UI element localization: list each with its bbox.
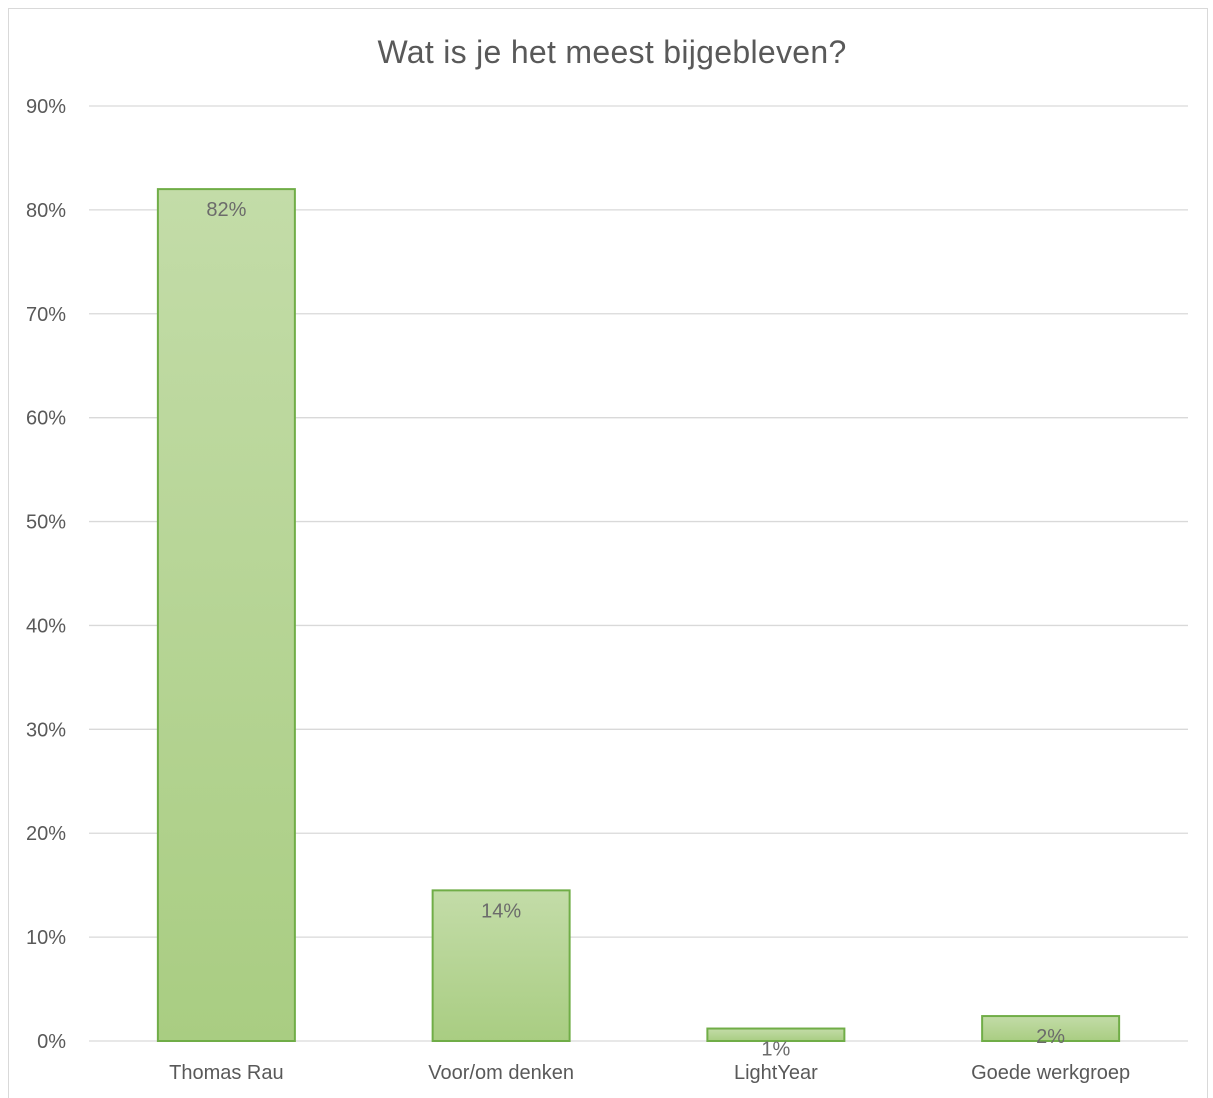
y-tick-label: 80%	[26, 200, 66, 222]
data-label: 2%	[1036, 1026, 1065, 1048]
y-tick-label: 60%	[26, 408, 66, 430]
y-tick-label: 0%	[37, 1031, 66, 1053]
y-tick-label: 50%	[26, 512, 66, 534]
x-axis: Thomas Rau Voor/om denken LightYear Goede w…	[169, 1062, 1130, 1084]
x-tick-label: Goede werkgroep	[971, 1062, 1130, 1084]
y-tick-label: 30%	[26, 719, 66, 741]
y-tick-label: 10%	[26, 927, 66, 949]
x-tick-label: Voor/om denken	[428, 1062, 574, 1084]
data-label: 82%	[206, 199, 246, 221]
bar	[706, 1027, 846, 1042]
bars	[156, 188, 1121, 1043]
data-label: 1%	[761, 1039, 790, 1061]
bar	[156, 188, 296, 1043]
data-label: 14%	[481, 900, 521, 922]
chart-frame	[8, 8, 1208, 1098]
chart-title: Wat is je het meest bijgebleven?	[377, 34, 846, 70]
y-tick-label: 40%	[26, 615, 66, 637]
bar	[431, 889, 571, 1042]
x-tick-label: LightYear	[734, 1062, 818, 1084]
y-tick-label: 20%	[26, 823, 66, 845]
x-tick-label: Thomas Rau	[169, 1062, 284, 1084]
data-labels: 82% 14% 1% 2%	[206, 199, 1065, 1060]
y-tick-label: 90%	[26, 96, 66, 118]
bar	[981, 1015, 1121, 1042]
y-tick-label: 70%	[26, 304, 66, 326]
y-axis: 0% 10% 20% 30% 40% 50% 60% 70% 80% 90%	[26, 96, 66, 1053]
